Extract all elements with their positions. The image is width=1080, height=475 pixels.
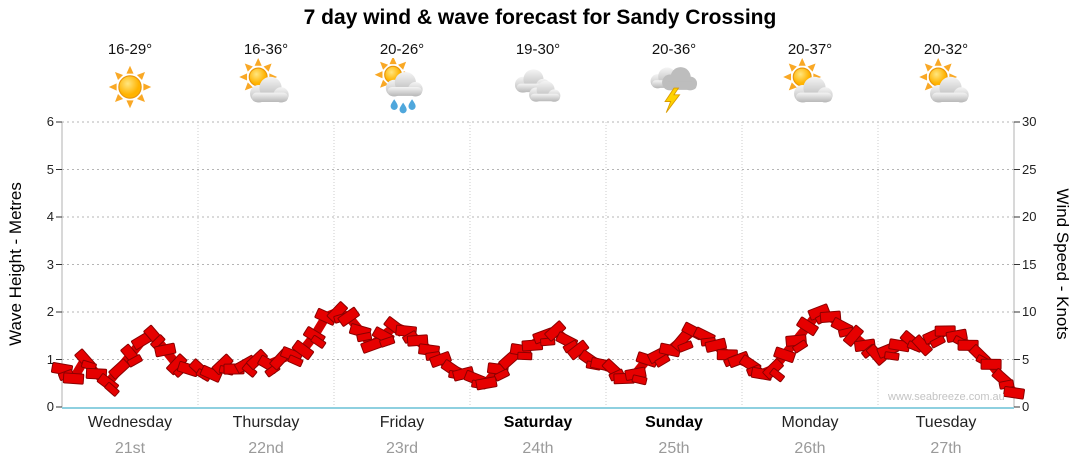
x-axis-day-date: 25th [658,440,690,457]
wave-height-tick-label: 4 [46,209,54,224]
x-axis-day-date: 26th [794,440,826,457]
wind-speed-tick-label: 20 [1022,209,1037,224]
weather-icon-partly-cloudy [781,58,839,116]
watermark: www.seabreeze.com.au [888,391,1005,403]
left-axis-label: Wave Height - Metres [6,182,25,346]
weather-icon-sun-showers [373,56,431,116]
wave-height-tick-label: 3 [46,256,54,272]
weather-icon-partly-cloudy [237,58,295,116]
wind-speed-tick-label: 10 [1022,304,1037,319]
x-axis-day-name: Wednesday [87,414,173,431]
x-axis-day-date: 21st [114,440,146,457]
weather-icon-thunderstorm [645,58,703,116]
wave-height-tick-label: 2 [46,304,54,319]
weather-icon-cloudy [509,58,567,116]
weather-icon-sunny [101,58,159,116]
x-axis-day-date: 22nd [248,440,284,457]
x-axis-day-date: 24th [522,440,554,457]
x-axis-day-name: Friday [379,414,425,431]
day-temp-range: 20-32° [923,41,969,58]
wave-height-tick-label: 1 [46,351,54,367]
wind-speed-tick-label: 0 [1022,399,1030,414]
wind-speed-tick-label: 30 [1022,114,1037,129]
x-axis-day-date: 23rd [385,440,419,457]
wind-speed-tick-label: 15 [1022,256,1037,272]
x-axis-day-name: Sunday [645,414,703,431]
x-axis-day-name: Tuesday [915,414,977,431]
wave-height-tick-label: 5 [46,161,54,177]
weather-icon-partly-cloudy [917,58,975,116]
day-temp-range: 19-30° [515,41,561,58]
chart-title: 7 day wind & wave forecast for Sandy Cro… [303,6,777,29]
right-axis-label: Wind Speed - Knots [1053,188,1072,340]
day-temp-range: 20-26° [379,41,425,58]
day-temp-range: 16-29° [107,41,153,58]
x-axis-day-date: 27th [930,440,962,457]
day-temp-range: 20-37° [787,41,833,58]
wind-speed-tick-label: 25 [1022,161,1037,177]
day-temp-range: 16-36° [243,41,289,58]
x-axis-day-name: Saturday [503,414,573,431]
x-axis-day-name: Monday [781,414,839,431]
wave-height-tick-label: 0 [46,399,54,414]
wave-height-tick-label: 6 [46,114,54,129]
day-temp-range: 20-36° [651,41,697,58]
wind-speed-tick-label: 5 [1022,351,1030,367]
x-axis-day-name: Thursday [232,414,300,431]
